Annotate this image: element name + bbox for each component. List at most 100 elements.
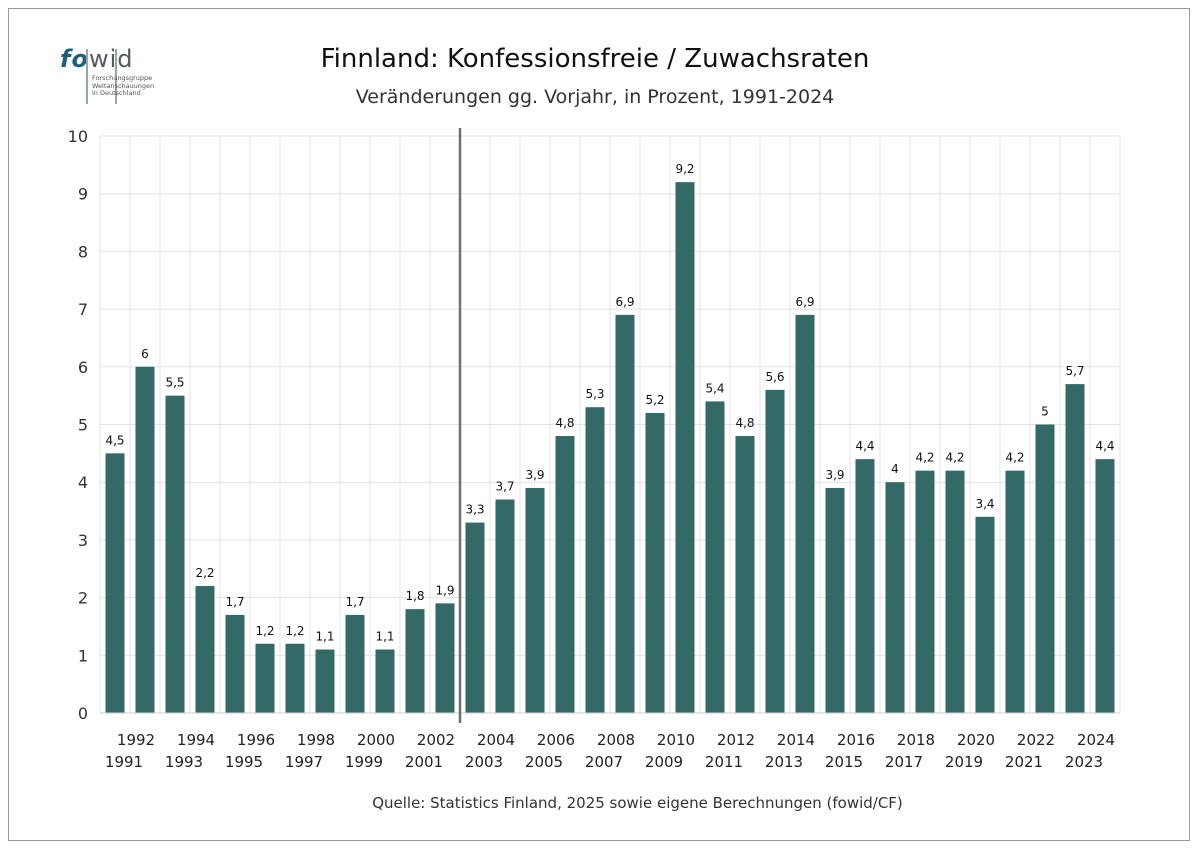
bar [105,453,125,713]
data-label: 5,3 [585,387,604,401]
x-tick-label: 2000 [357,731,395,749]
x-tick-label: 2005 [525,753,563,771]
logo-tagline: Forschungsgruppe Weltanschauungen in Deu… [92,74,155,97]
bar [285,643,305,713]
data-label: 2,2 [195,566,214,580]
x-tick-label: 2024 [1077,731,1115,749]
data-label: 1,7 [225,595,244,609]
data-label: 1,9 [435,583,454,597]
bar [825,487,845,713]
fowid-logo: fowid Forschungsgruppe Weltanschauungen … [60,45,180,105]
x-tick-label: 2006 [537,731,575,749]
x-tick-label: 1991 [105,753,143,771]
data-label: 4,2 [1005,451,1024,465]
x-tick-label: 2020 [957,731,995,749]
data-label: 5,4 [705,381,724,395]
y-tick-label: 9 [78,185,88,204]
x-tick-label: 2022 [1017,731,1055,749]
data-label: 6 [141,347,149,361]
bar [195,586,215,713]
bar [1005,470,1025,713]
data-label: 1,1 [315,630,334,644]
data-label: 1,2 [285,624,304,638]
bar [1095,459,1115,713]
logo-bar-left [86,49,88,104]
x-tick-label: 2009 [645,753,683,771]
x-tick-label: 1994 [177,731,215,749]
logo-wordmark: fowid [60,45,134,73]
x-tick-label: 2001 [405,753,443,771]
bar [1065,384,1085,713]
bar [705,401,725,713]
x-tick-label: 2021 [1005,753,1043,771]
x-tick-label: 1995 [225,753,263,771]
x-tick-label: 2007 [585,753,623,771]
x-tick-label: 1996 [237,731,275,749]
x-tick-label: 2014 [777,731,815,749]
bar [795,314,815,713]
x-tick-label: 2008 [597,731,635,749]
y-tick-label: 4 [78,473,88,492]
data-label: 9,2 [675,162,694,176]
y-tick-label: 2 [78,589,88,608]
x-tick-label: 2002 [417,731,455,749]
bar [315,649,335,713]
data-label: 1,2 [255,624,274,638]
chart-title: Finnland: Konfessionsfreie / Zuwachsrate… [320,44,870,74]
y-tick-label: 1 [78,646,88,665]
y-tick-label: 5 [78,416,88,435]
bar [525,487,545,713]
x-tick-label: 1993 [165,753,203,771]
x-tick-label: 1998 [297,731,335,749]
data-label: 3,9 [525,468,544,482]
y-tick-label: 10 [68,127,88,146]
bar [435,603,455,713]
bar [735,436,755,713]
bar [375,649,395,713]
data-label: 1,7 [345,595,364,609]
data-label: 5 [1041,405,1049,419]
logo-bar-right [115,49,117,104]
x-tick-label: 2017 [885,753,923,771]
data-label: 5,5 [165,376,184,390]
x-tick-label: 2019 [945,753,983,771]
data-label: 6,9 [615,295,634,309]
bar [585,407,605,713]
y-tick-label: 3 [78,531,88,550]
x-tick-label: 1992 [117,731,155,749]
x-tick-label: 2011 [705,753,743,771]
x-tick-label: 2018 [897,731,935,749]
bar [255,643,275,713]
bar [225,614,245,713]
data-label: 4,2 [945,451,964,465]
chart-subtitle: Veränderungen gg. Vorjahr, in Prozent, 1… [355,86,835,108]
y-tick-label: 8 [78,242,88,261]
x-tick-label: 2013 [765,753,803,771]
data-label: 4,4 [855,439,874,453]
bar [765,389,785,713]
bar [405,609,425,713]
x-tick-label: 2003 [465,753,503,771]
y-tick-label: 6 [78,358,88,377]
data-label: 4,2 [915,451,934,465]
bar [1035,424,1055,713]
y-tick-label: 7 [78,300,88,319]
bar [465,522,485,713]
data-label: 5,2 [645,393,664,407]
data-label: 5,7 [1065,364,1084,378]
data-label: 3,3 [465,503,484,517]
x-tick-label: 2016 [837,731,875,749]
x-tick-label: 2012 [717,731,755,749]
y-tick-label: 0 [78,704,88,723]
x-tick-label: 1999 [345,753,383,771]
x-tick-label: 2004 [477,731,515,749]
data-label: 4,5 [105,433,124,447]
data-label: 1,8 [405,589,424,603]
x-tick-label: 2010 [657,731,695,749]
bar [495,499,515,713]
bar [615,314,635,713]
data-label: 4,4 [1095,439,1114,453]
bar [915,470,935,713]
bar [855,459,875,713]
